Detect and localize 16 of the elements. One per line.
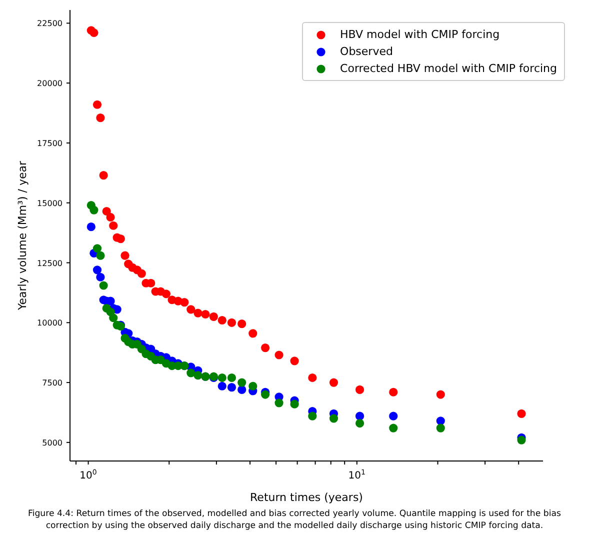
- x-tick-label: 10$^{0}$: [80, 468, 97, 482]
- y-tick-label: 15000: [37, 198, 62, 208]
- y-tick-label: 7500: [42, 378, 62, 388]
- y-tick-label: 17500: [37, 138, 62, 148]
- y-tick-label: 5000: [42, 438, 62, 448]
- legend-label: HBV model with CMIP forcing: [340, 28, 500, 41]
- x-axis-title: Return times (years): [250, 491, 363, 504]
- y-tick-label: 10000: [37, 318, 62, 328]
- y-axis-title: Yearly volume (Mm³) / year: [16, 160, 29, 312]
- x-tick-label: 10$^{1}$: [348, 468, 366, 482]
- y-tick-label: 22500: [37, 19, 62, 28]
- y-tick-label: 12500: [37, 258, 62, 268]
- legend-label: Corrected HBV model with CMIP forcing: [340, 62, 557, 75]
- caption: Figure 4.4: Return times of the observed, modelled and bias corrected yearly volume. Quantile mapping is used for the bias correction by using the observed daily discharge and the modelled daily discharge using historic CMIP forcing data.: [27, 508, 562, 532]
- y-tick-label: 20000: [37, 79, 62, 88]
- legend-label: Observed: [340, 45, 393, 58]
